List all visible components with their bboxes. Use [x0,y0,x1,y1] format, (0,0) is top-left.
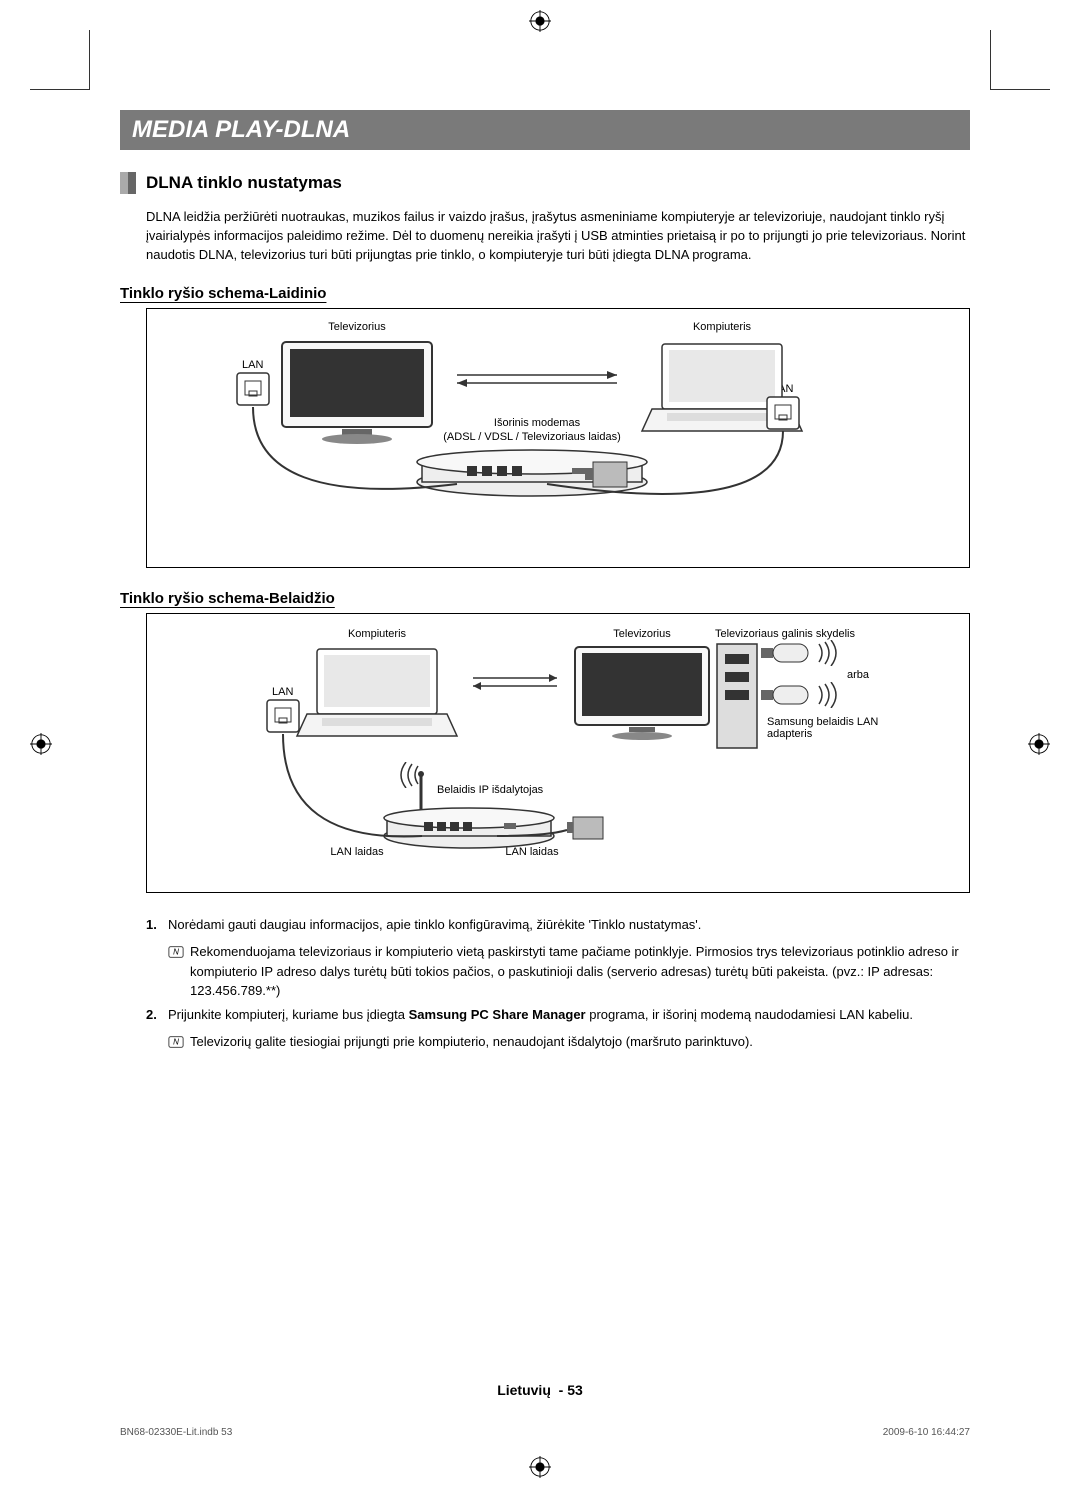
note-2: 2. Prijunkite kompiuterį, kuriame bus įd… [146,1005,970,1025]
note-2-sub: N Televizorių galite tiesiogiai prijungt… [168,1032,970,1052]
wired-diagram: Televizorius Kompiuteris LAN LAN Išorini… [146,308,970,568]
crop-mark-tr [990,30,1050,90]
intro-paragraph: DLNA leidžia peržiūrėti nuotraukas, muzi… [146,208,970,265]
registration-mark-top [529,10,551,32]
note-1-text: Norėdami gauti daugiau informacijos, api… [168,915,970,935]
note-2-text-b: programa, ir išorinį modemą naudodamiesi… [586,1007,913,1022]
section-header: DLNA tinklo nustatymas [120,172,970,194]
note-2-sub-text: Televizorių galite tiesiogiai prijungti … [190,1032,970,1052]
footer-page: - 53 [559,1382,583,1398]
note-1-sub: N Rekomenduojama televizoriaus ir kompiu… [168,942,970,1001]
footer-lang: Lietuvių [497,1382,551,1398]
note-1: 1. Norėdami gauti daugiau informacijos, … [146,915,970,935]
page-title: MEDIA PLAY-DLNA [120,110,970,150]
section-marker-icon [120,172,136,194]
note-2-text: Prijunkite kompiuterį, kuriame bus įdieg… [168,1005,970,1025]
note-icon: N [168,942,190,1001]
section-title: DLNA tinklo nustatymas [146,173,342,193]
note-number: 2. [146,1005,168,1025]
registration-mark-bottom [529,1456,551,1478]
notes-list: 1. Norėdami gauti daugiau informacijos, … [146,915,970,1052]
note-number: 1. [146,915,168,935]
crop-mark-tl [30,30,90,90]
registration-mark-left [30,733,52,755]
note-2-bold: Samsung PC Share Manager [409,1007,586,1022]
wireless-title: Tinklo ryšio schema-Belaidžio [120,590,970,607]
note-2-text-a: Prijunkite kompiuterį, kuriame bus įdieg… [168,1007,409,1022]
note-icon: N [168,1032,190,1052]
page-content: MEDIA PLAY-DLNA DLNA tinklo nustatymas D… [120,110,970,1056]
doc-footer-right: 2009-6-10 16:44:27 [883,1427,970,1438]
page-footer: Lietuvių - 53 [0,1382,1080,1398]
wireless-cables [147,614,967,894]
doc-footer-left: BN68-02330E-Lit.indb 53 [120,1427,232,1438]
wired-title: Tinklo ryšio schema-Laidinio [120,285,970,302]
svg-text:N: N [173,948,179,957]
note-1-sub-text: Rekomenduojama televizoriaus ir kompiute… [190,942,970,1001]
wired-cables [147,309,967,569]
wireless-diagram: Kompiuteris Televizorius Televizoriaus g… [146,613,970,893]
registration-mark-right [1028,733,1050,755]
svg-text:N: N [173,1038,179,1047]
